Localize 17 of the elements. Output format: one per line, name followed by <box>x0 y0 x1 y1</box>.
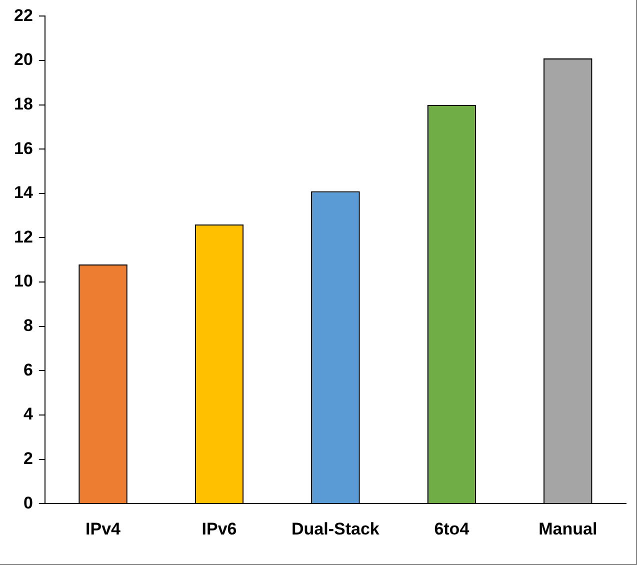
y-tick-label: 2 <box>23 448 33 468</box>
y-tick-label: 16 <box>14 138 33 158</box>
y-tick-label: 0 <box>23 493 33 512</box>
y-tick-label: 10 <box>14 272 33 291</box>
y-tick-label: 4 <box>23 404 34 424</box>
y-tick-label: 8 <box>23 316 33 336</box>
x-tick-label: 6to4 <box>434 519 470 538</box>
x-tick-label: IPv6 <box>202 519 237 538</box>
y-tick-label: 14 <box>14 183 34 202</box>
y-tick-label: 12 <box>14 227 33 246</box>
y-tick-label: 6 <box>23 360 33 380</box>
x-tick-label: Manual <box>538 519 598 538</box>
x-tick-label: Dual-Stack <box>292 519 380 538</box>
y-tick-label: 18 <box>14 94 33 114</box>
y-tick-label: 22 <box>14 6 33 25</box>
x-tick-label: IPv4 <box>86 519 122 538</box>
y-tick-label: 20 <box>14 50 33 70</box>
